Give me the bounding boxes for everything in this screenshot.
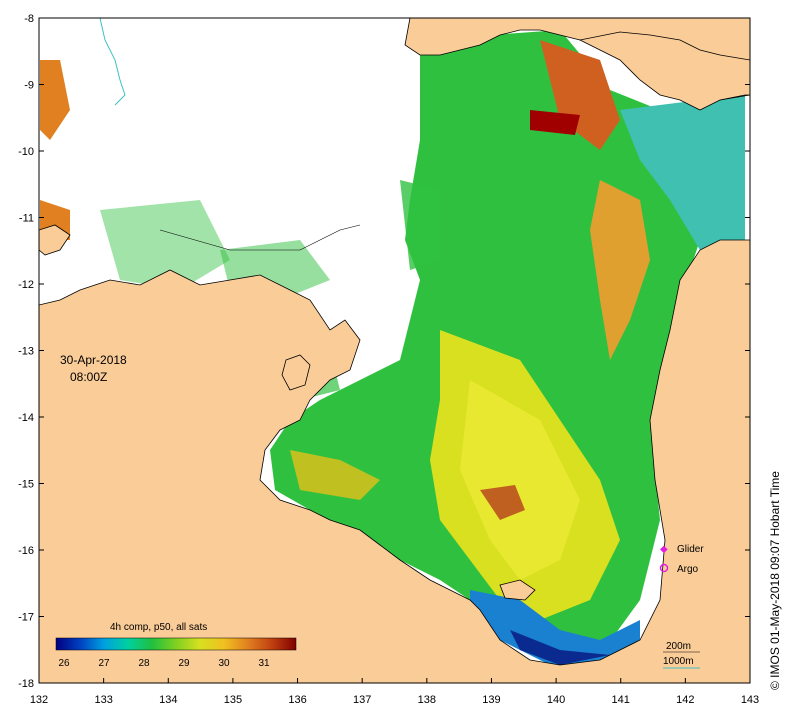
colorbar-tick-label: 31: [258, 658, 270, 669]
x-axis: 132 133 134 135 136 137 138 139 140 141 142 143: [30, 678, 759, 706]
x-tick-label: 140: [547, 694, 565, 706]
argo-marker-icon: [659, 563, 669, 573]
x-tick-label: 139: [482, 694, 500, 706]
glider-label: Glider: [677, 544, 704, 555]
x-tick-label: 136: [288, 694, 306, 706]
y-tick-label: -10: [18, 146, 34, 158]
y-tick-label: -18: [18, 678, 34, 690]
contour-200m: [159, 224, 361, 251]
x-tick-label: 141: [612, 694, 630, 706]
x-tick-label: 133: [94, 694, 112, 706]
x-tick-label: 134: [159, 694, 177, 706]
x-tick-label: 137: [353, 694, 371, 706]
x-tick-label: 135: [224, 694, 242, 706]
colorbar-tick-label: 26: [58, 658, 70, 669]
y-tick-label: -16: [18, 545, 34, 557]
y-tick-label: -12: [18, 279, 34, 291]
x-tick-label: 132: [30, 694, 48, 706]
contour-legend: 200m 1000m: [663, 641, 700, 669]
x-tick-label: 138: [418, 694, 436, 706]
y-tick-label: -14: [18, 412, 34, 424]
colorbar-bar: [55, 637, 297, 651]
contour-1000m: [99, 18, 126, 106]
credit-text: © IMOS 01-May-2018 09:07 Hobart Time: [768, 471, 782, 690]
x-tick-label: 142: [676, 694, 694, 706]
y-axis: -8 -9 -10 -11 -12 -13 -14 -15 -16 -17 -18: [18, 13, 750, 690]
contours: [99, 18, 361, 251]
argo-label: Argo: [677, 564, 699, 575]
wellesley-island: [499, 579, 536, 601]
land: [39, 18, 750, 683]
cape-york-peninsula: [578, 31, 750, 111]
contour-200m-label: 200m: [666, 641, 691, 652]
platform-legend: ◆ Glider Argo: [659, 544, 704, 575]
colorbar-title: 4h comp, p50, all sats: [110, 622, 207, 633]
date-label: 30-Apr-2018: [60, 353, 127, 367]
colorbar-tick-label: 27: [98, 658, 110, 669]
y-tick-label: -15: [18, 479, 34, 491]
y-tick-label: -8: [24, 13, 34, 25]
y-tick-label: -17: [18, 612, 34, 624]
x-tick-label: 143: [741, 694, 759, 706]
groote-eylandt: [281, 354, 311, 391]
colorbar: 4h comp, p50, all sats 26 27 28 29 30 31: [55, 622, 297, 669]
glider-marker-icon: ◆: [660, 544, 668, 555]
colorbar-tick-label: 29: [178, 658, 190, 669]
tiwi-coast: [39, 224, 71, 256]
contour-1000m-label: 1000m: [663, 656, 694, 667]
y-tick-label: -9: [24, 80, 34, 92]
y-tick-label: -13: [18, 346, 34, 358]
arnhem-land: [39, 239, 750, 683]
y-tick-label: -11: [19, 213, 34, 225]
colorbar-tick-label: 30: [218, 658, 230, 669]
time-label: 08:00Z: [70, 370, 107, 384]
sst-field: [40, 30, 745, 665]
colorbar-tick-label: 28: [138, 658, 150, 669]
